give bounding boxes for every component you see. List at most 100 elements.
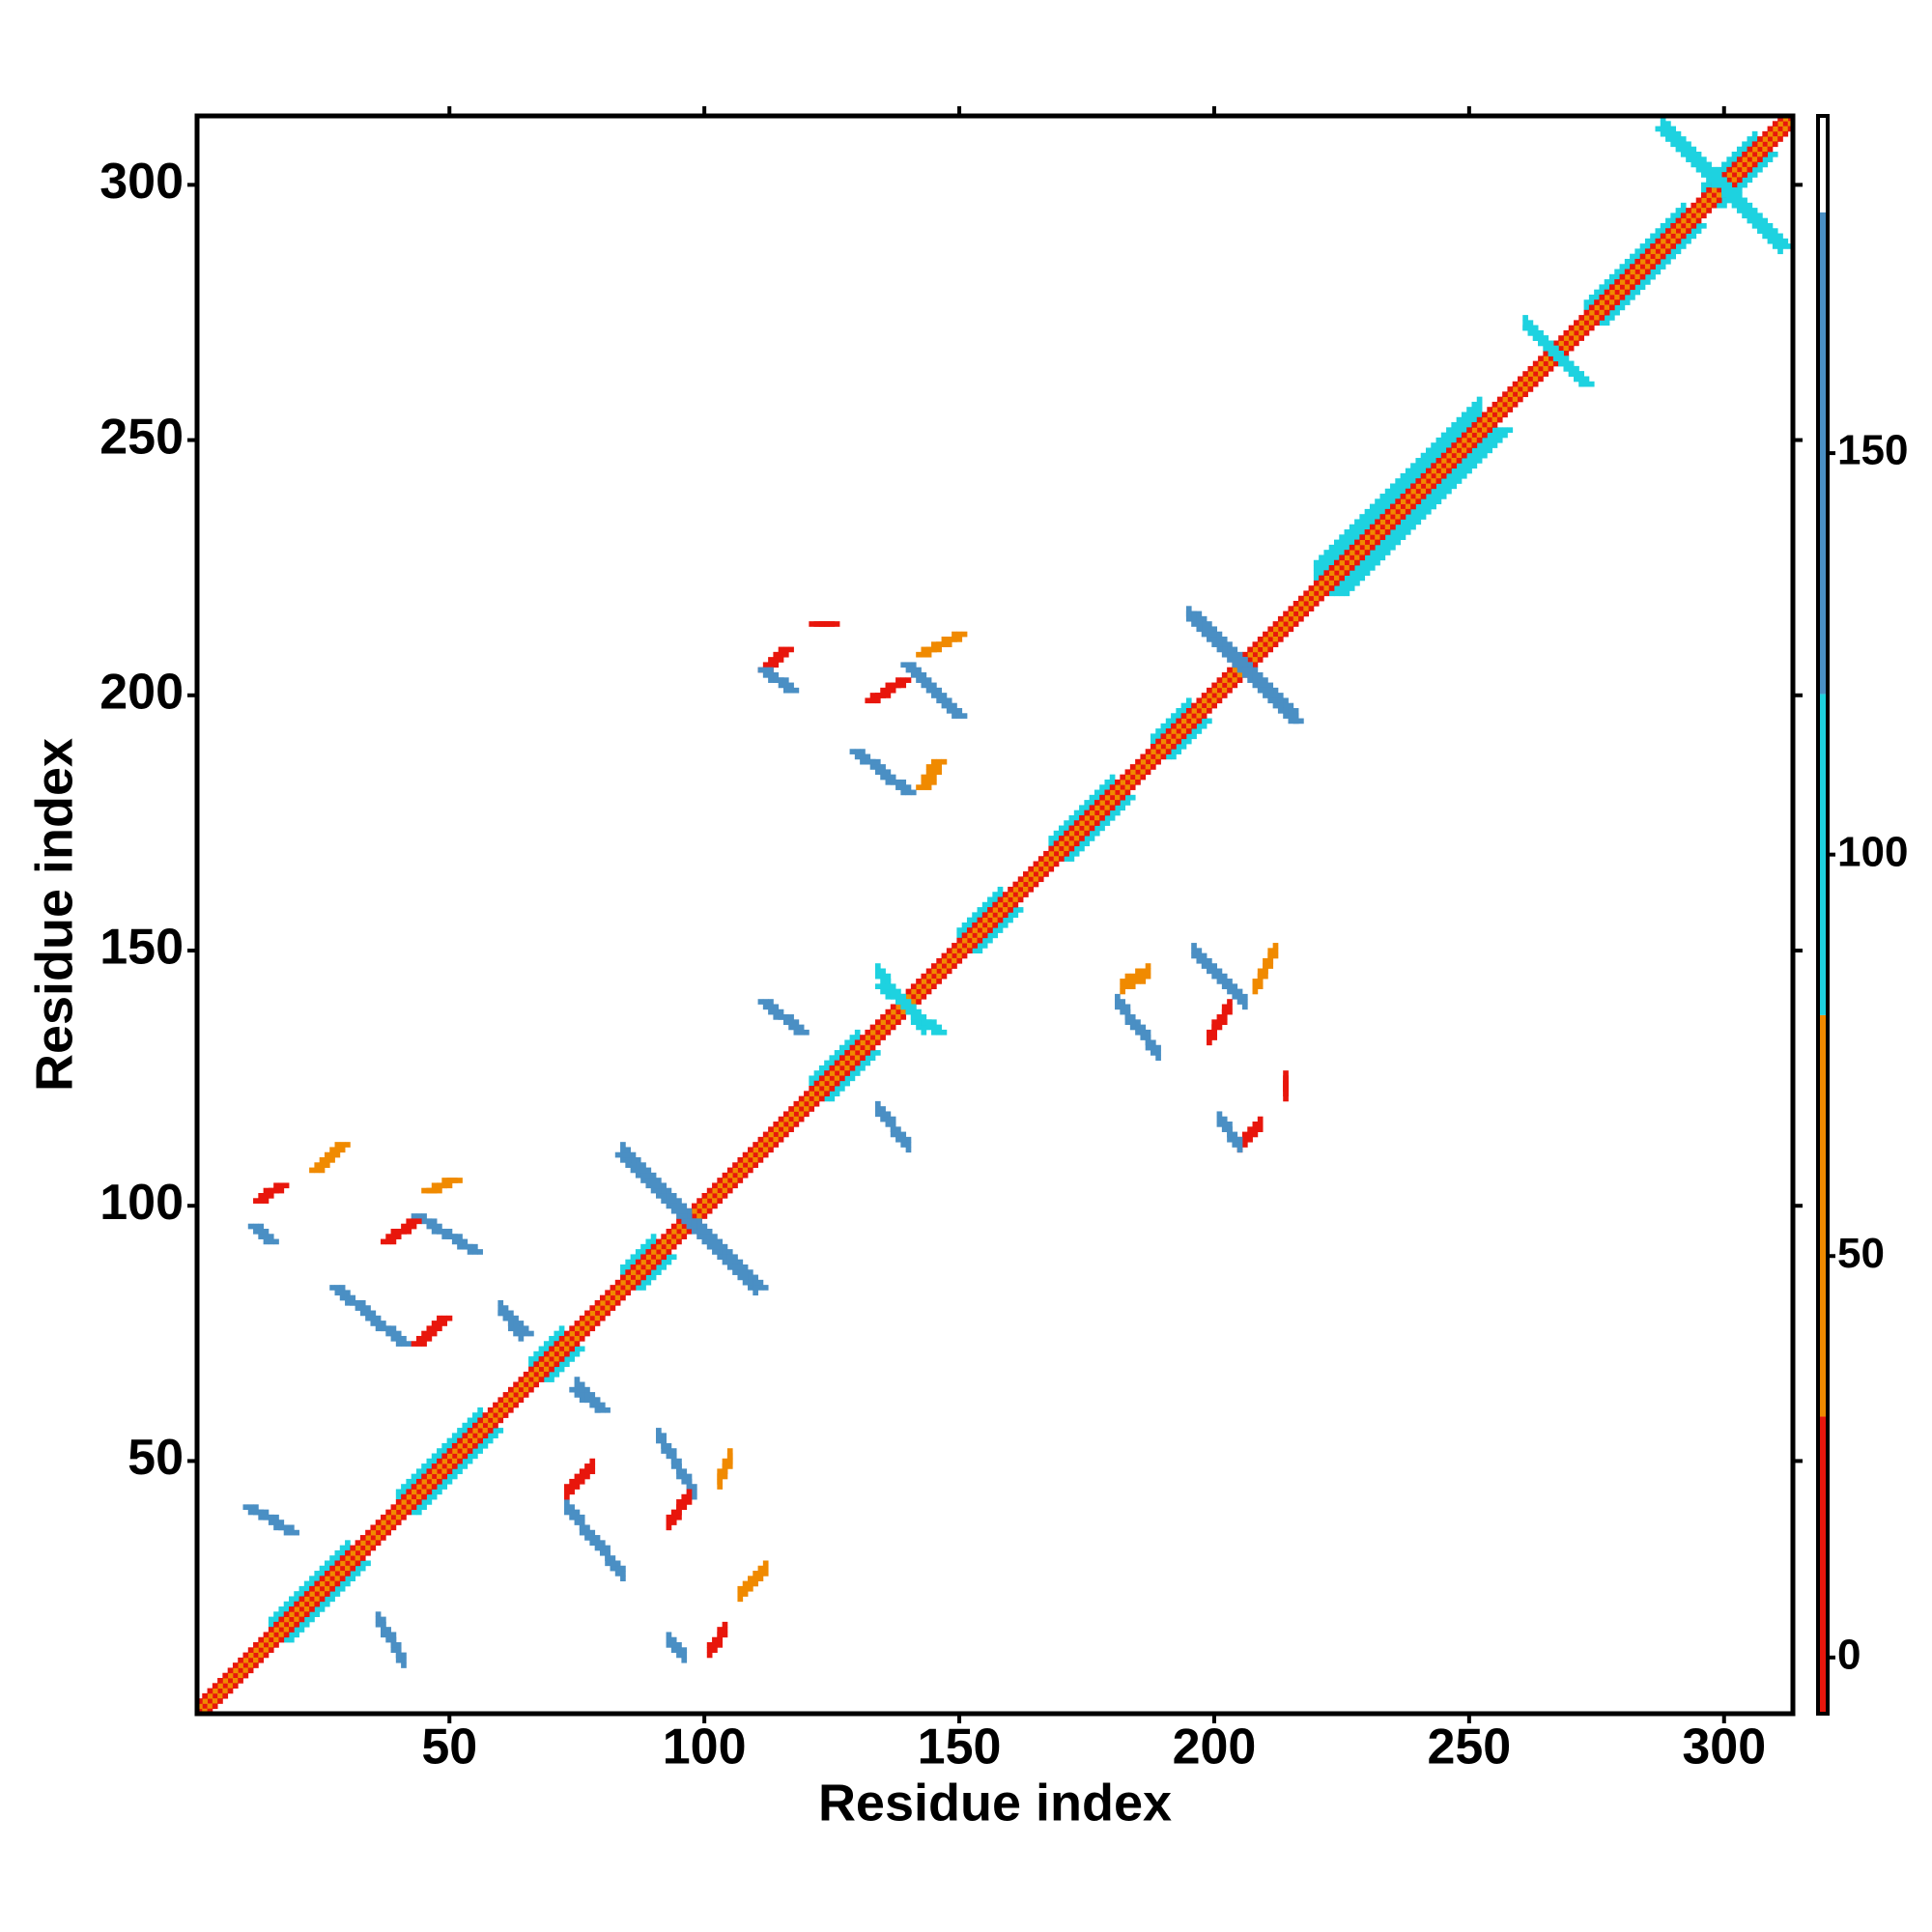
contact-cell	[1471, 407, 1478, 412]
contact-cell	[625, 1269, 632, 1275]
contact-cell	[1232, 1136, 1238, 1143]
contact-cell	[345, 1299, 351, 1306]
contact-cell	[1068, 820, 1075, 826]
contact-cell	[395, 1520, 402, 1525]
contact-cell	[1431, 478, 1436, 484]
contact-cell	[1747, 161, 1753, 168]
contact-cell	[925, 983, 932, 990]
contact-cell	[289, 1636, 295, 1643]
contact-cell	[462, 1448, 469, 1454]
contact-cell	[1227, 677, 1233, 683]
contact-cell	[1777, 243, 1783, 249]
contact-cell	[1364, 524, 1371, 530]
contact-cell	[268, 1632, 274, 1638]
contact-cell	[263, 1234, 270, 1239]
contact-cell	[910, 983, 917, 990]
contact-cell	[813, 1075, 820, 1082]
contact-cell	[1227, 1131, 1233, 1138]
contact-cell	[390, 1504, 397, 1511]
contact-cell	[1492, 407, 1498, 412]
contact-cell	[605, 1560, 611, 1567]
contact-cell	[1145, 758, 1151, 765]
contact-cell	[1451, 452, 1458, 459]
contact-cell	[497, 1305, 504, 1311]
contact-cell	[263, 1228, 270, 1235]
contact-cell	[681, 1223, 688, 1230]
contact-cell	[1227, 657, 1233, 663]
contact-cell	[1033, 866, 1039, 872]
contact-cell	[1283, 631, 1289, 638]
contact-cell	[1339, 585, 1345, 591]
contact-cell	[656, 1264, 662, 1270]
contact-cell	[584, 1330, 590, 1337]
contact-cell	[1706, 208, 1712, 213]
contact-cell	[1660, 258, 1666, 265]
contact-cell	[1120, 800, 1125, 806]
contact-cell	[670, 1238, 677, 1245]
contact-cell	[339, 1580, 346, 1587]
contact-cell	[1578, 320, 1585, 327]
contact-cell	[421, 1213, 427, 1219]
contact-cell	[487, 1422, 494, 1429]
contact-cell	[874, 758, 881, 765]
contact-cell	[359, 1299, 366, 1306]
contact-cell	[1313, 565, 1320, 571]
contact-cell	[518, 1386, 525, 1393]
contact-cell	[1405, 483, 1411, 490]
contact-cell	[355, 1555, 361, 1561]
contact-cell	[1435, 488, 1442, 495]
contact-cell	[686, 1228, 693, 1235]
contact-cell	[1344, 570, 1350, 576]
contact-cell	[329, 1571, 335, 1577]
contact-cell	[895, 1126, 901, 1132]
contact-cell	[666, 1453, 672, 1460]
contact-cell	[1012, 907, 1019, 913]
contact-cell	[1410, 472, 1416, 479]
contact-cell	[717, 1249, 724, 1255]
contact-cell	[1568, 325, 1575, 331]
contact-cell	[1440, 483, 1447, 490]
contact-cell	[462, 1437, 469, 1444]
contact-cell	[1431, 447, 1436, 454]
contact-cell	[1558, 335, 1564, 341]
contact-cell	[1660, 248, 1666, 255]
contact-cell	[880, 687, 886, 694]
contact-cell	[676, 1238, 682, 1245]
contact-cell	[1742, 208, 1747, 213]
contact-cell	[441, 1321, 448, 1326]
contact-cell	[507, 1392, 514, 1398]
contact-cell	[411, 1473, 417, 1480]
contact-cell	[849, 1055, 856, 1062]
contact-cell	[558, 1325, 565, 1332]
contact-cell	[1232, 1131, 1238, 1138]
contact-cell	[1058, 836, 1065, 841]
contact-cell	[666, 1228, 672, 1235]
contact-cell	[1155, 743, 1161, 750]
contact-cell	[834, 1055, 840, 1062]
contact-cell	[890, 1024, 896, 1031]
contact-cell	[839, 1070, 845, 1076]
contact-cell	[1644, 273, 1651, 280]
contact-cell	[289, 1529, 295, 1536]
contact-cell	[1201, 615, 1208, 622]
contact-cell	[874, 973, 881, 980]
contact-cell	[1201, 957, 1208, 964]
contact-cell	[1482, 432, 1488, 439]
contact-cell	[961, 937, 968, 944]
contact-cell	[630, 1279, 637, 1286]
contact-cell	[981, 912, 988, 919]
contact-cell	[1379, 539, 1386, 546]
contact-cell	[1308, 601, 1315, 607]
contact-cell	[202, 1698, 208, 1704]
contact-cell	[1431, 483, 1436, 490]
contact-cell	[599, 1402, 606, 1408]
contact-cell	[554, 1366, 560, 1373]
contact-cell	[1339, 534, 1345, 541]
contact-cell	[1639, 258, 1646, 265]
contact-cell	[630, 1259, 637, 1265]
contact-cell	[921, 1024, 927, 1031]
contact-cell	[925, 979, 932, 984]
contact-cell	[670, 1458, 677, 1464]
contact-cell	[712, 1187, 718, 1194]
contact-cell	[518, 1381, 525, 1388]
